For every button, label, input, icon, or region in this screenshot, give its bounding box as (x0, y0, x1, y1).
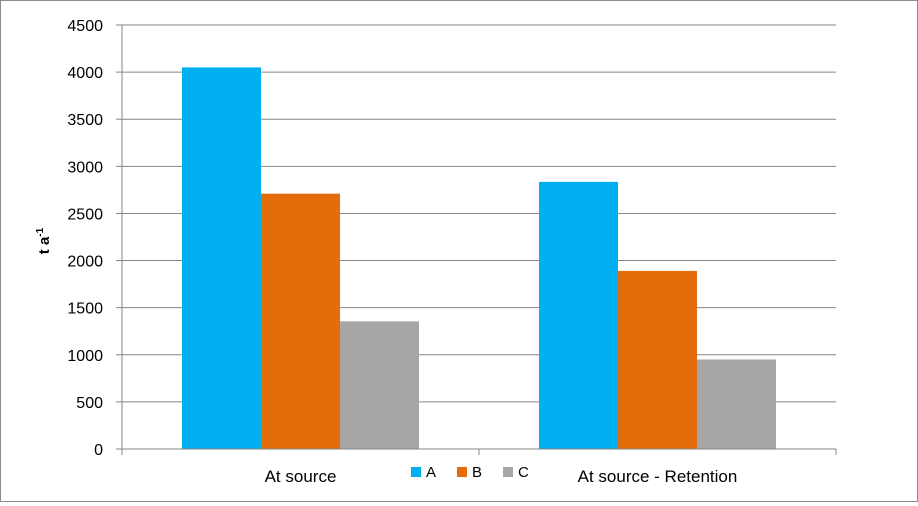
y-axis-label-superscript: -1 (35, 227, 46, 236)
x-category-label: At source - Retention (578, 467, 738, 486)
bar-c-2 (697, 359, 776, 449)
legend-swatch-a (411, 467, 421, 477)
y-tick-label: 4000 (67, 65, 103, 82)
bar-a-1 (182, 67, 261, 450)
y-tick-label: 4500 (67, 18, 103, 35)
bar-b-1 (261, 193, 340, 449)
y-axis-tick-labels: 0 500 1000 1500 2000 2500 3000 3500 4000 4500 (67, 18, 103, 459)
legend-swatch-c (503, 467, 513, 477)
bar-c-1 (340, 321, 419, 449)
legend: A B C (411, 464, 529, 481)
bar-b-2 (618, 270, 697, 449)
y-tick-label: 1500 (67, 301, 103, 318)
y-tick-label: 0 (94, 442, 103, 459)
y-tick-label: 3500 (67, 112, 103, 129)
bars (182, 67, 776, 450)
y-tick-label: 3000 (67, 159, 103, 176)
y-tick-label: 2000 (67, 254, 103, 271)
y-tick-label: 2500 (67, 206, 103, 223)
x-axis (116, 24, 837, 455)
y-tick-label: 1000 (67, 348, 103, 365)
y-axis-label: t a-1 (35, 227, 53, 254)
y-axis-label-base: t a (36, 236, 53, 254)
legend-swatch-b (457, 467, 467, 477)
x-category-label: At source (265, 467, 337, 486)
legend-label-b: B (472, 464, 482, 481)
x-axis-category-labels: At source At source - Retention (265, 467, 738, 486)
legend-label-c: C (518, 464, 529, 481)
y-tick-label: 500 (76, 395, 103, 412)
bar-a-2 (539, 181, 618, 449)
legend-label-a: A (426, 464, 436, 481)
